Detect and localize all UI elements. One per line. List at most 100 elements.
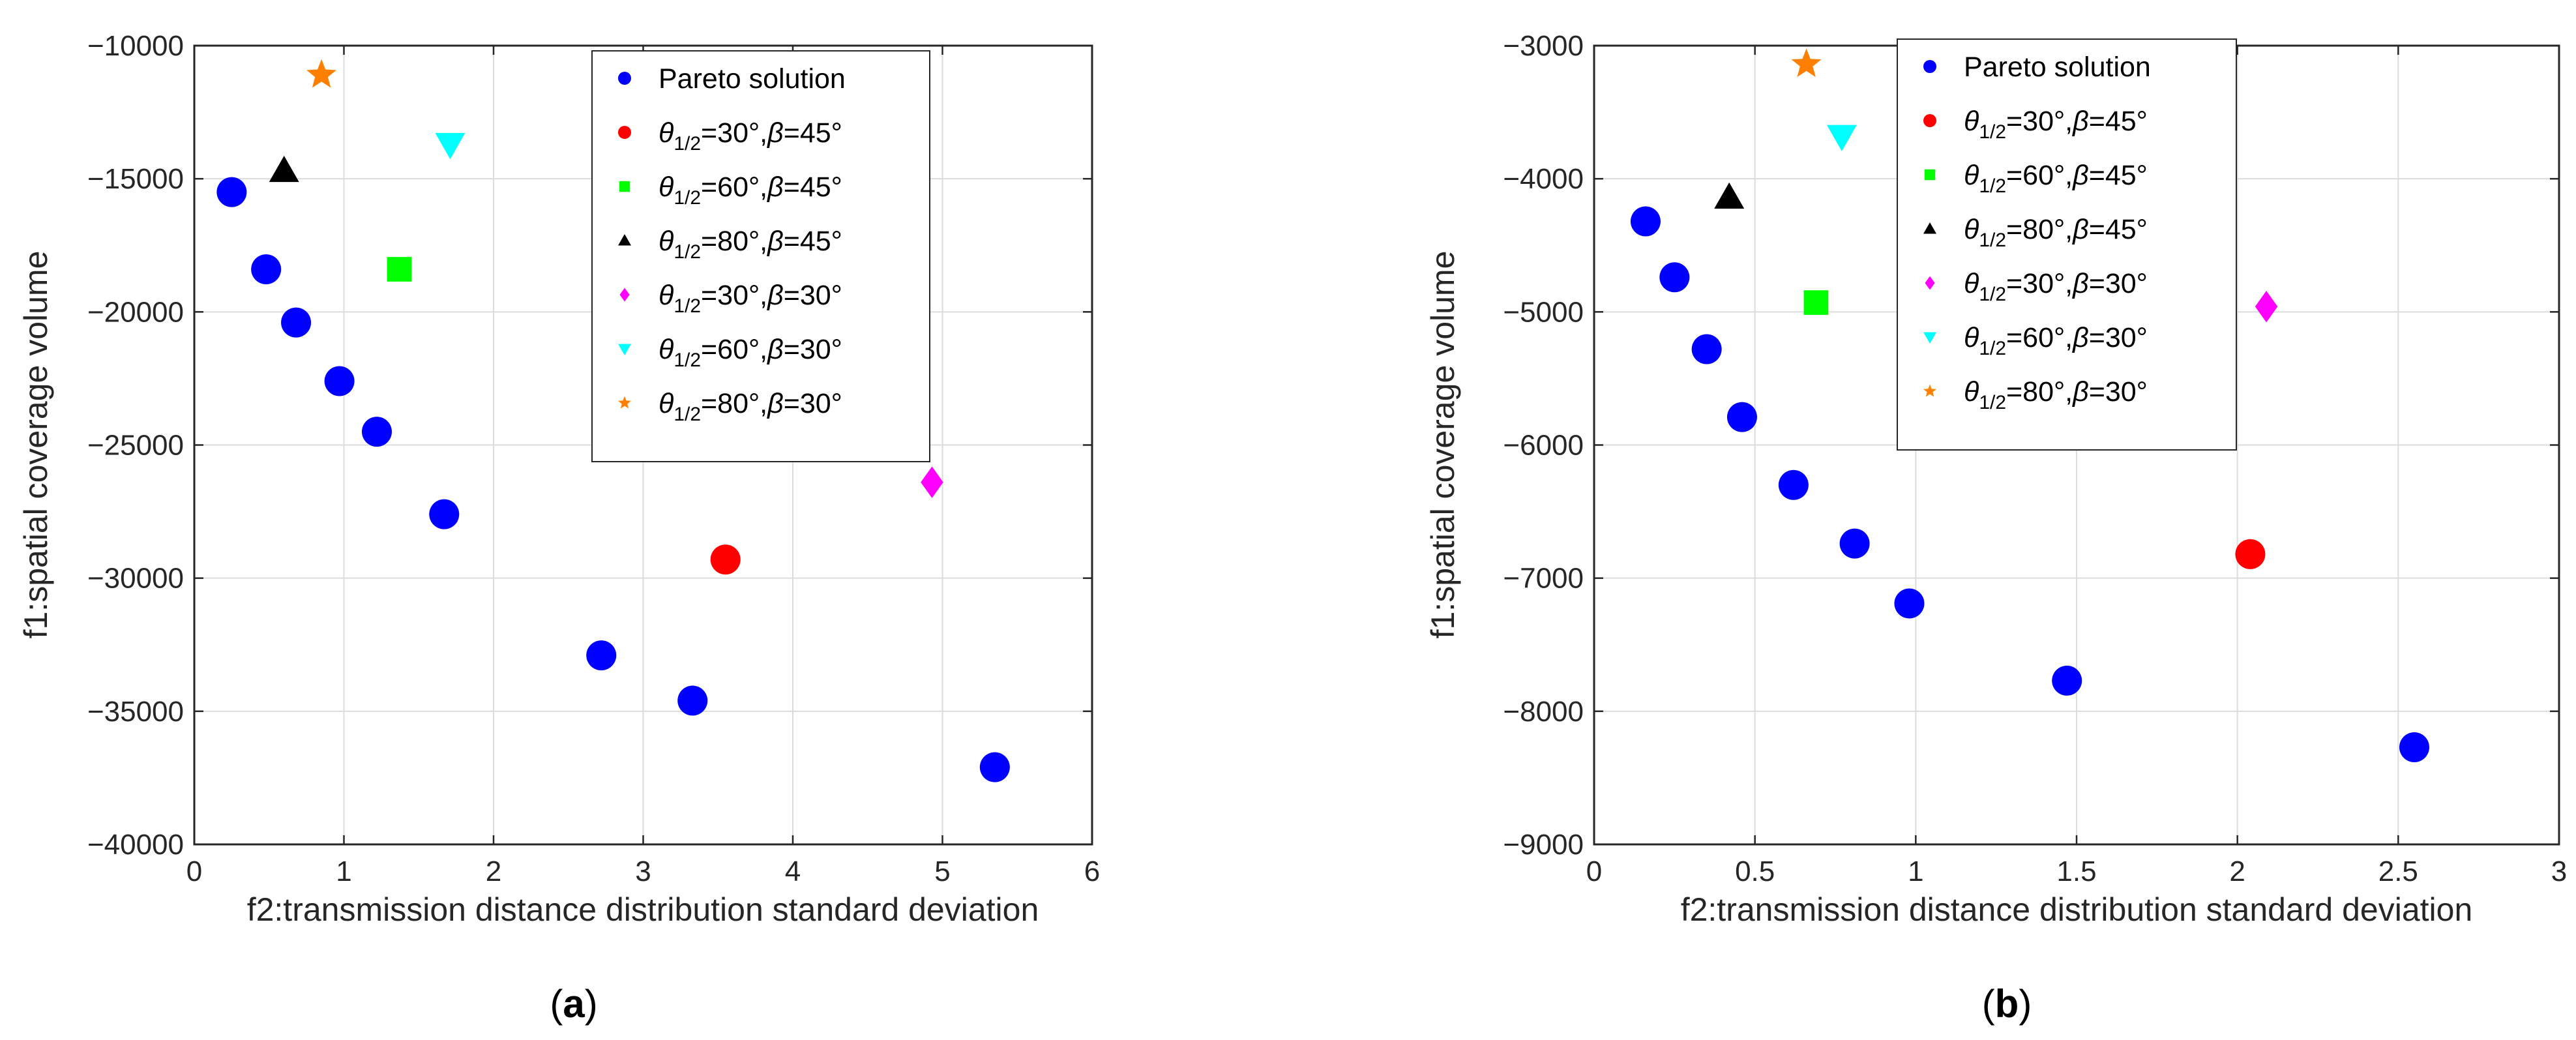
point-pareto-solution <box>1778 469 1809 500</box>
x-tick-label: 0 <box>186 855 202 887</box>
point-1-2-30-45 <box>2235 539 2266 569</box>
legend-marker-1-2-80-30 <box>1923 384 1936 397</box>
x-tick-label: 0.5 <box>1735 855 1775 887</box>
point-pareto-solution <box>677 685 708 716</box>
x-tick-label: 1 <box>1908 855 1923 887</box>
point-pareto-solution <box>586 640 617 671</box>
x-tick-labels-b: 0 0.5 1 1.5 2 2.5 3 <box>1586 855 2567 887</box>
y-axis-label-a: f1:spatial coverage volume <box>18 251 54 639</box>
x-tick-label: 0 <box>1586 855 1602 887</box>
legend-label: θ1/2=30°,β=45° <box>1964 106 2148 143</box>
legend-marker-1-2-30-45 <box>618 126 631 139</box>
x-tick-label: 2 <box>2229 855 2245 887</box>
legend-marker-pareto-solution <box>618 72 631 85</box>
y-axis-label-b: f1:spatial coverage volume <box>1425 251 1461 639</box>
point-pareto-solution <box>1726 402 1757 432</box>
x-tick-label: 4 <box>785 855 801 887</box>
legend-label: θ1/2=60°,β=30° <box>1964 322 2148 359</box>
point-1-2-80-30 <box>1791 48 1822 78</box>
legend-box-a <box>591 50 930 462</box>
point-pareto-solution <box>1894 588 1925 619</box>
chart-b: 0 0.5 1 1.5 2 2.5 3 −9000−8000−7000−6000−5000−… <box>1425 30 2567 1026</box>
x-tick-label: 5 <box>934 855 950 887</box>
x-tick-label: 1 <box>336 855 351 887</box>
point-1-2-60-30 <box>435 132 466 160</box>
subfigure-label-b: (b) <box>1982 982 2032 1026</box>
y-tick-label: −3000 <box>1503 30 1584 62</box>
point-1-2-80-30 <box>306 59 336 88</box>
y-tick-label: −7000 <box>1503 563 1584 595</box>
y-tick-label: −4000 <box>1503 163 1584 195</box>
point-pareto-solution <box>429 499 460 529</box>
legend-marker-1-2-60-45 <box>1924 169 1936 181</box>
legend-marker-1-2-80-45 <box>618 234 631 246</box>
point-pareto-solution <box>2052 665 2082 696</box>
x-tick-labels-a: 0 1 2 3 4 5 6 <box>186 855 1100 887</box>
y-tick-label: −40000 <box>87 829 184 861</box>
legend-box-b <box>1897 38 2237 451</box>
y-tick-label: −6000 <box>1503 430 1584 462</box>
x-tick-label: 6 <box>1084 855 1100 887</box>
point-pareto-solution <box>2399 732 2429 762</box>
y-tick-label: −30000 <box>87 563 184 595</box>
point-1-2-30-45 <box>710 544 741 575</box>
y-tick-label: −8000 <box>1503 696 1584 728</box>
point-pareto-solution <box>1630 206 1661 237</box>
y-tick-label: −5000 <box>1503 296 1584 328</box>
legend-label: θ1/2=80°,β=45° <box>659 226 842 263</box>
point-pareto-solution <box>979 752 1010 782</box>
point-1-2-60-45 <box>1803 290 1829 315</box>
legend-marker-1-2-30-30 <box>619 288 630 302</box>
legend-marker-pareto-solution <box>1923 60 1936 73</box>
y-tick-label: −20000 <box>87 296 184 328</box>
legend-label: θ1/2=60°,β=45° <box>659 171 842 209</box>
legend-b: Pareto solution θ1/2=30°,β=45° θ1/2=60°,β=… <box>1897 38 2237 451</box>
legend-label: Pareto solution <box>659 63 846 95</box>
point-1-2-80-45 <box>269 155 299 183</box>
legend-marker-1-2-30-45 <box>1923 114 1936 127</box>
point-pareto-solution <box>251 254 282 284</box>
legend-marker-1-2-60-30 <box>1923 332 1936 344</box>
point-pareto-solution <box>281 307 312 338</box>
legend-marker-1-2-30-30 <box>1925 276 1935 290</box>
x-tick-label: 2.5 <box>2378 855 2418 887</box>
subfigure-label-a: (a) <box>550 982 597 1026</box>
legend-marker-1-2-80-45 <box>1923 222 1936 234</box>
y-tick-label: −10000 <box>87 30 184 62</box>
legend-a: Pareto solution θ1/2=30°,β=45° θ1/2=60°,β=… <box>591 50 930 462</box>
point-pareto-solution <box>324 366 355 396</box>
y-tick-label: −25000 <box>87 430 184 462</box>
point-1-2-30-30 <box>921 466 943 498</box>
point-pareto-solution <box>361 417 392 447</box>
legend-label: θ1/2=80°,β=45° <box>1964 214 2148 251</box>
data-points-b <box>1630 48 2429 762</box>
chart-a: 0 1 2 3 4 5 6 −40000 −35000 −30000 −25000 −20000 −1… <box>18 30 1100 1026</box>
point-1-2-30-30 <box>2255 291 2278 323</box>
data-points-a <box>216 59 1010 782</box>
x-tick-label: 2 <box>486 855 501 887</box>
legend-label: θ1/2=30°,β=30° <box>659 280 842 317</box>
legend-label: θ1/2=30°,β=30° <box>1964 268 2148 305</box>
point-pareto-solution <box>216 177 247 207</box>
y-tick-labels-a: −40000 −35000 −30000 −25000 −20000 −15000 −100… <box>87 30 184 861</box>
legend-label: θ1/2=80°,β=30° <box>1964 376 2148 413</box>
x-axis-label-a: f2:transmission distance distribution st… <box>247 891 1039 928</box>
x-tick-label: 3 <box>2551 855 2567 887</box>
legend-marker-1-2-60-45 <box>619 181 630 192</box>
legend-label: θ1/2=60°,β=45° <box>1964 160 2148 197</box>
y-tick-label: −9000 <box>1503 829 1584 861</box>
y-tick-label: −15000 <box>87 163 184 195</box>
x-tick-label: 3 <box>635 855 651 887</box>
legend-label: Pareto solution <box>1964 52 2151 83</box>
point-pareto-solution <box>1839 528 1870 559</box>
x-tick-label: 1.5 <box>2056 855 2096 887</box>
legend-label: θ1/2=30°,β=45° <box>659 117 842 155</box>
legend-marker-1-2-60-30 <box>618 344 631 355</box>
legend-marker-1-2-80-30 <box>618 396 631 409</box>
point-1-2-60-45 <box>387 257 412 282</box>
y-tick-labels-b: −9000 −8000 −7000 −6000 −5000 −4000 −3000 <box>1503 30 1584 861</box>
x-axis-label-b: f2:transmission distance distribution st… <box>1681 891 2473 928</box>
y-tick-label: −35000 <box>87 696 184 728</box>
point-1-2-60-30 <box>1826 125 1857 151</box>
